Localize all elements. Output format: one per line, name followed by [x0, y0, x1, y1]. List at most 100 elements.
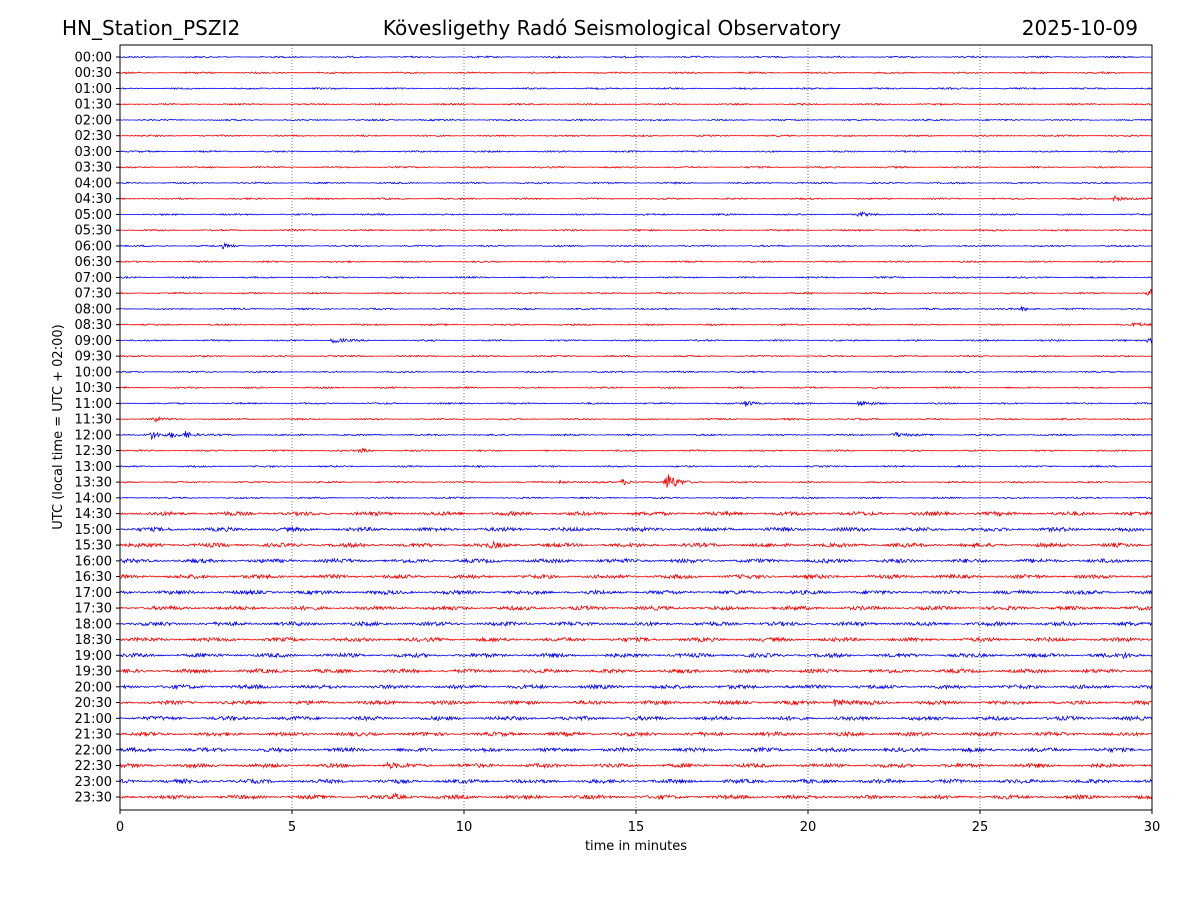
x-tick-label: 15: [628, 820, 645, 835]
y-tick-label: 07:30: [75, 287, 112, 302]
y-tick-label: 00:30: [75, 66, 112, 81]
x-tick-label: 30: [1144, 820, 1161, 835]
y-tick-label: 17:00: [75, 586, 112, 601]
trace-0330: [119, 165, 1153, 169]
y-tick-label: 09:30: [75, 350, 112, 365]
trace-1200: [120, 431, 1153, 441]
y-tick-label: 12:00: [75, 428, 112, 443]
x-tick-label: 25: [972, 820, 989, 835]
trace-1430: [119, 510, 1153, 518]
trace-2230: [119, 761, 1153, 770]
y-tick-label: 23:00: [75, 775, 112, 790]
trace-0000: [119, 55, 1152, 59]
y-tick-label: 19:00: [75, 649, 112, 664]
trace-2300: [119, 777, 1153, 785]
y-tick-label: 03:00: [75, 145, 112, 160]
trace-0500: [119, 211, 1153, 218]
trace-1330: [119, 474, 1153, 488]
y-tick-label: 10:30: [75, 381, 112, 396]
x-tick-label: 10: [456, 820, 473, 835]
x-tick-label: 0: [116, 820, 124, 835]
grid-lines: [291, 45, 981, 810]
y-tick-label: 04:00: [75, 176, 112, 191]
trace-0700: [119, 275, 1153, 280]
trace-0900: [119, 337, 1153, 344]
y-tick-label: 08:30: [75, 318, 112, 333]
trace-0630: [119, 260, 1153, 264]
trace-0530: [119, 228, 1153, 232]
y-tick-label: 15:00: [75, 523, 112, 538]
x-tick-label: 5: [288, 820, 296, 835]
trace-1500: [119, 525, 1153, 533]
trace-1530: [119, 540, 1153, 550]
y-tick-label: 14:30: [75, 507, 112, 522]
trace-2200: [119, 746, 1153, 754]
y-tick-label: 08:00: [75, 302, 112, 317]
y-tick-label: 13:30: [75, 476, 112, 491]
y-tick-label: 20:00: [75, 680, 112, 695]
y-tick-label: 06:00: [75, 239, 112, 254]
trace-1130: [119, 415, 1153, 423]
y-tick-label: 12:30: [75, 444, 112, 459]
trace-0400: [119, 181, 1153, 185]
y-tick-label: 09:00: [75, 334, 112, 349]
y-tick-label: 01:30: [75, 98, 112, 113]
trace-2000: [120, 683, 1153, 691]
traces: [119, 55, 1153, 801]
trace-1800: [119, 620, 1153, 628]
y-tick-label: 20:30: [75, 696, 112, 711]
x-axis: 0 5 10 15 20 25 30: [116, 810, 1160, 835]
trace-0930: [119, 354, 1153, 358]
y-tick-label: 22:00: [75, 743, 112, 758]
x-axis-label: time in minutes: [585, 839, 687, 854]
trace-1000: [119, 370, 1153, 374]
y-tick-label: 18:30: [75, 633, 112, 648]
y-tick-label: 07:00: [75, 271, 112, 286]
y-tick-label: 00:00: [75, 51, 112, 66]
y-tick-label: 16:30: [75, 570, 112, 585]
trace-0200: [119, 118, 1153, 122]
y-tick-label: 10:00: [75, 365, 112, 380]
y-tick-label: 13:00: [75, 460, 112, 475]
y-axis: 00:0000:3001:0001:3002:0002:3003:0003:30…: [75, 51, 120, 806]
trace-1300: [120, 464, 1153, 469]
y-tick-label: 11:00: [75, 397, 112, 412]
chart-title: Kövesligethy Radó Seismological Observat…: [383, 16, 841, 40]
trace-0030: [119, 71, 1153, 75]
trace-1700: [119, 588, 1153, 596]
trace-1030: [119, 385, 1153, 390]
station-title: HN_Station_PSZI2: [62, 16, 240, 40]
y-tick-label: 14:00: [75, 491, 112, 506]
trace-1730: [119, 604, 1153, 612]
trace-2100: [119, 714, 1153, 722]
date-title: 2025-10-09: [1022, 16, 1138, 40]
y-tick-label: 23:30: [75, 791, 112, 806]
y-tick-label: 19:30: [75, 665, 112, 680]
y-tick-label: 02:30: [75, 129, 112, 144]
trace-0100: [119, 86, 1153, 91]
y-axis-label: UTC (local time = UTC + 02:00): [51, 324, 66, 529]
y-tick-label: 17:30: [75, 602, 112, 617]
trace-2130: [119, 730, 1153, 738]
trace-1400: [119, 496, 1153, 500]
trace-1230: [120, 447, 1153, 454]
trace-1100: [119, 400, 1153, 407]
trace-1900: [119, 651, 1153, 660]
y-tick-label: 15:30: [75, 539, 112, 554]
trace-2330: [119, 792, 1153, 801]
trace-1930: [119, 667, 1153, 675]
trace-0730: [119, 289, 1153, 296]
trace-1600: [119, 557, 1153, 565]
trace-1630: [120, 573, 1153, 580]
y-tick-label: 21:00: [75, 712, 112, 727]
x-tick-label: 20: [800, 820, 817, 835]
trace-0230: [119, 134, 1153, 138]
y-tick-label: 06:30: [75, 255, 112, 270]
y-tick-label: 22:30: [75, 759, 112, 774]
y-tick-label: 11:30: [75, 413, 112, 428]
y-tick-label: 04:30: [75, 192, 112, 207]
trace-0430: [119, 195, 1153, 202]
trace-0800: [119, 306, 1152, 312]
y-tick-label: 05:30: [75, 224, 112, 239]
